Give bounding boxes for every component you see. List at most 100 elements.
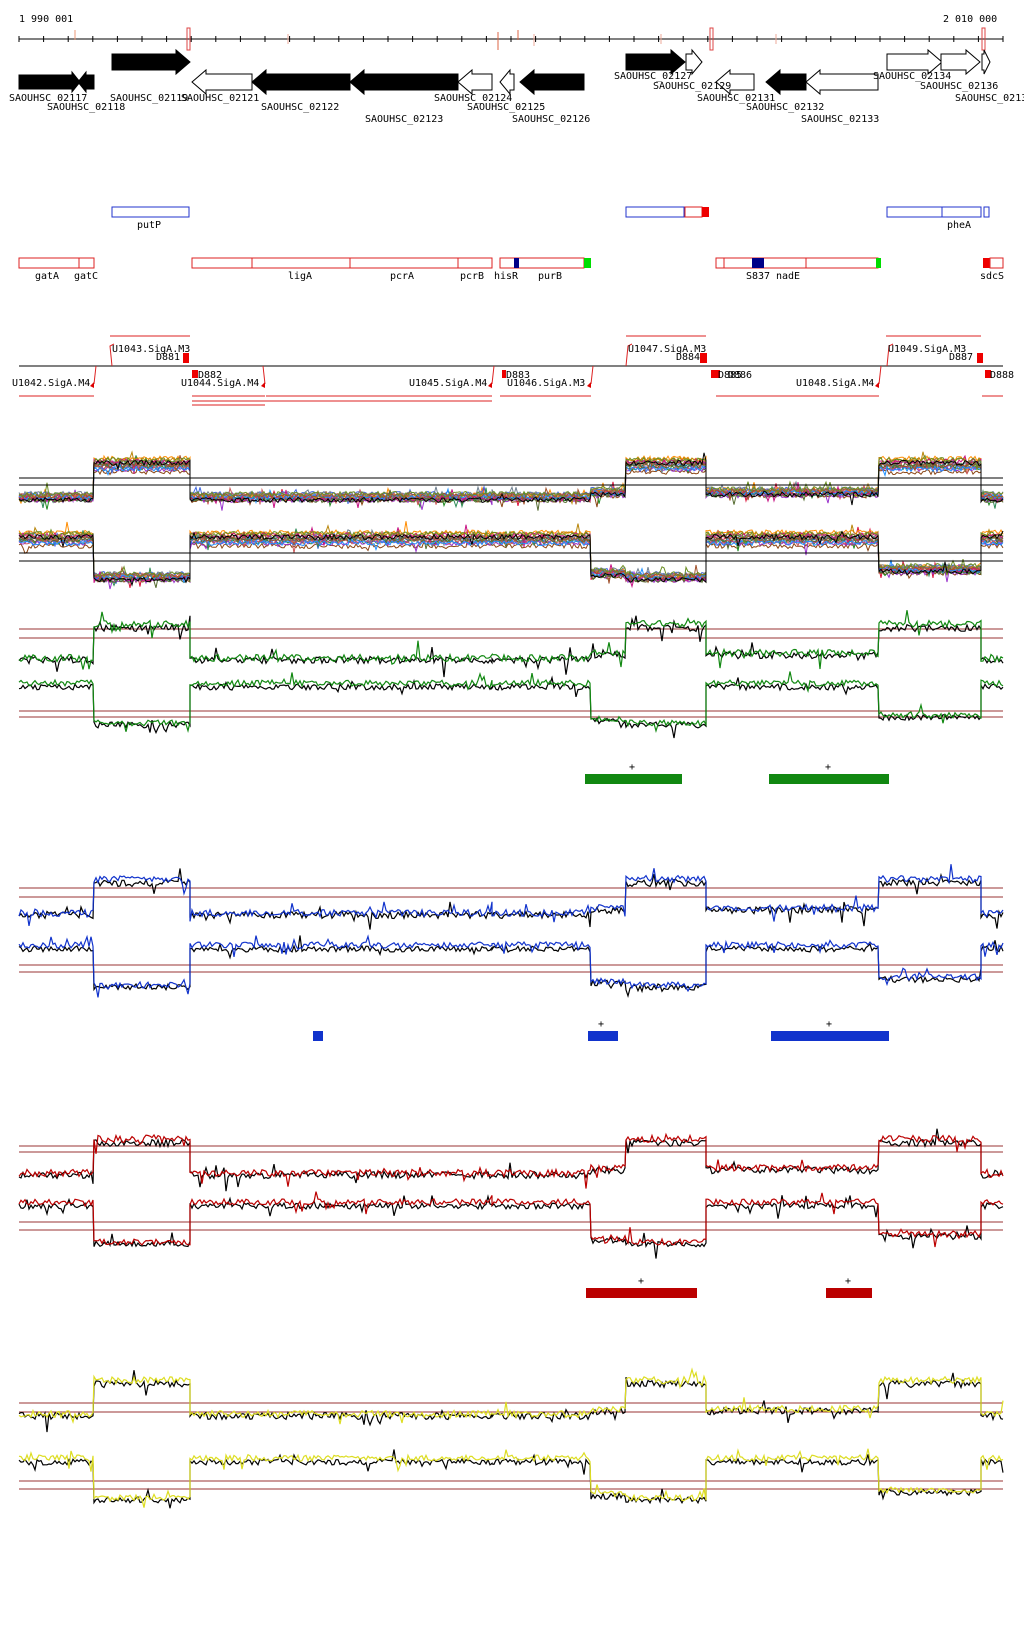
gene-label: SAOUHSC_02132: [746, 102, 824, 113]
reference-line: [18, 615, 1004, 678]
reference-line: [18, 675, 1004, 739]
gene-arrow-saouhsc-02126[interactable]: [519, 68, 585, 96]
gene-arrow-saouhsc-02125[interactable]: [499, 68, 515, 96]
gene-arrow-saouhsc-02133[interactable]: [805, 68, 879, 96]
gene-arrow-saouhsc-02132[interactable]: [765, 68, 807, 96]
significance-mark: +: [826, 1019, 832, 1030]
promoter-label: U1045.SigA.M4: [409, 378, 487, 389]
gene-arrow-saouhsc-02129[interactable]: [685, 48, 703, 76]
gene-label: SAOUHSC_02126: [512, 114, 590, 125]
promoter-label: U1042.SigA.M4: [12, 378, 90, 389]
significance-mark: +: [638, 1276, 644, 1287]
gene-arrow-saouhsc-02121[interactable]: [191, 68, 253, 96]
promoter-label: D888: [990, 370, 1014, 381]
operon-label: pheA: [947, 220, 971, 231]
gene-label: SAOUHSC_02118: [47, 102, 125, 113]
promoter-label: D882: [198, 370, 222, 381]
condition-line: [18, 1132, 1004, 1189]
gene-label: SAOUHSC_02137: [955, 93, 1024, 104]
operon-label: purB: [538, 271, 562, 282]
gene-arrow-saouhsc-02127[interactable]: [625, 48, 686, 76]
condition-line: [18, 452, 1004, 506]
promoter-red-blocks: [183, 353, 991, 378]
operon-green-marker: [876, 258, 881, 268]
operon-label: gatC: [74, 271, 98, 282]
promoter-label: U1047.SigA.M3: [628, 344, 706, 355]
gene-label: SAOUHSC_02123: [365, 114, 443, 125]
operon-navy-marker: [752, 258, 764, 268]
significance-bar[interactable]: [313, 1031, 323, 1041]
gene-arrow-saouhsc-02119[interactable]: [111, 48, 191, 76]
gene-arrow-saouhsc-02136[interactable]: [940, 48, 981, 76]
gene-label: SAOUHSC_02125: [467, 102, 545, 113]
gene-arrow-saouhsc-02131[interactable]: [715, 68, 755, 96]
significance-bar[interactable]: [771, 1031, 889, 1041]
gene-arrow-saouhsc-02137[interactable]: [981, 49, 991, 75]
promoter-label: D881: [156, 352, 180, 363]
significance-mark: +: [845, 1276, 851, 1287]
operon-label: sdcS: [980, 271, 1004, 282]
promoter-label: U1049.SigA.M3: [888, 344, 966, 355]
gene-arrow-saouhsc-02118[interactable]: [77, 70, 95, 94]
gene-arrow-saouhsc-02134[interactable]: [886, 48, 943, 76]
significance-bar[interactable]: [586, 1288, 697, 1298]
promoter-label: D885: [718, 370, 742, 381]
operon-box-phea[interactable]: [886, 206, 982, 218]
gene-label: SAOUHSC_02121: [181, 93, 259, 104]
promoter-label: D883: [506, 370, 530, 381]
operon-box-gatc[interactable]: [78, 257, 95, 269]
significance-bar[interactable]: [585, 774, 682, 784]
ruler-ticks: [18, 36, 1004, 42]
significance-mark: +: [825, 762, 831, 773]
ruler-marker: [709, 27, 714, 51]
condition-line: [18, 521, 1004, 579]
gene-label: SAOUHSC_02117: [9, 93, 87, 104]
ruler-start-label: 1 990 001: [19, 14, 73, 25]
operon-label: pcrB: [460, 271, 484, 282]
significance-bar[interactable]: [588, 1031, 618, 1041]
operon-box-putp[interactable]: [111, 206, 190, 218]
promoter-lower-lines: [19, 395, 1003, 406]
condition-line: [18, 610, 1004, 670]
operon-box-sdcs[interactable]: [989, 257, 1004, 269]
promoter-label: U1048.SigA.M4: [796, 378, 874, 389]
promoter-track: U1042.SigA.M4 U1043.SigA.M3 D881 D882 U1…: [12, 335, 1014, 406]
ruler-end-label: 2 010 000: [943, 14, 997, 25]
gene-label: SAOUHSC_02133: [801, 114, 879, 125]
gene-arrow-saouhsc-02123[interactable]: [349, 68, 459, 96]
condition-panel-green: [18, 610, 1004, 739]
gene-label: SAOUHSC_02134: [873, 71, 951, 82]
condition-line: [18, 528, 1004, 582]
operon-box[interactable]: [684, 206, 703, 218]
reference-line: [18, 1449, 1004, 1509]
operon-box-purb[interactable]: [499, 257, 585, 269]
promoter-label: D887: [949, 352, 973, 363]
significance-bar[interactable]: [769, 774, 889, 784]
reference-line: [18, 1128, 1004, 1192]
condition-line: [18, 1367, 1004, 1425]
significance-bar[interactable]: [826, 1288, 872, 1298]
reference-line: [18, 935, 1004, 999]
operon-track-minus: gatA gatC ligA pcrA pcrB hisR purB S837 …: [18, 257, 1004, 282]
operon-box-nade[interactable]: [715, 257, 879, 269]
gene-arrow-saouhsc-02124[interactable]: [457, 68, 493, 96]
operon-box-liga[interactable]: [191, 257, 493, 269]
operon-box[interactable]: [625, 206, 686, 218]
operon-label: S837: [746, 271, 770, 282]
gene-arrow-saouhsc-02122[interactable]: [251, 68, 351, 96]
gene-label: SAOUHSC_02122: [261, 102, 339, 113]
operon-label: hisR: [494, 271, 519, 282]
operon-box[interactable]: [983, 206, 990, 218]
significance-bars-red: + +: [586, 1276, 872, 1298]
multi-condition-plus: [18, 450, 1004, 511]
condition-line: [18, 465, 1004, 511]
operon-box-gata[interactable]: [18, 257, 80, 269]
operon-label: ligA: [288, 271, 312, 282]
gene-arrow-saouhsc-02117[interactable]: [18, 70, 81, 94]
ruler-marker: [186, 27, 191, 51]
gene-label: SAOUHSC_02127: [614, 71, 692, 82]
promoter-label: U1046.SigA.M3: [507, 378, 585, 389]
condition-line: [18, 934, 1004, 998]
gene-label: SAOUHSC_02124: [434, 93, 512, 104]
